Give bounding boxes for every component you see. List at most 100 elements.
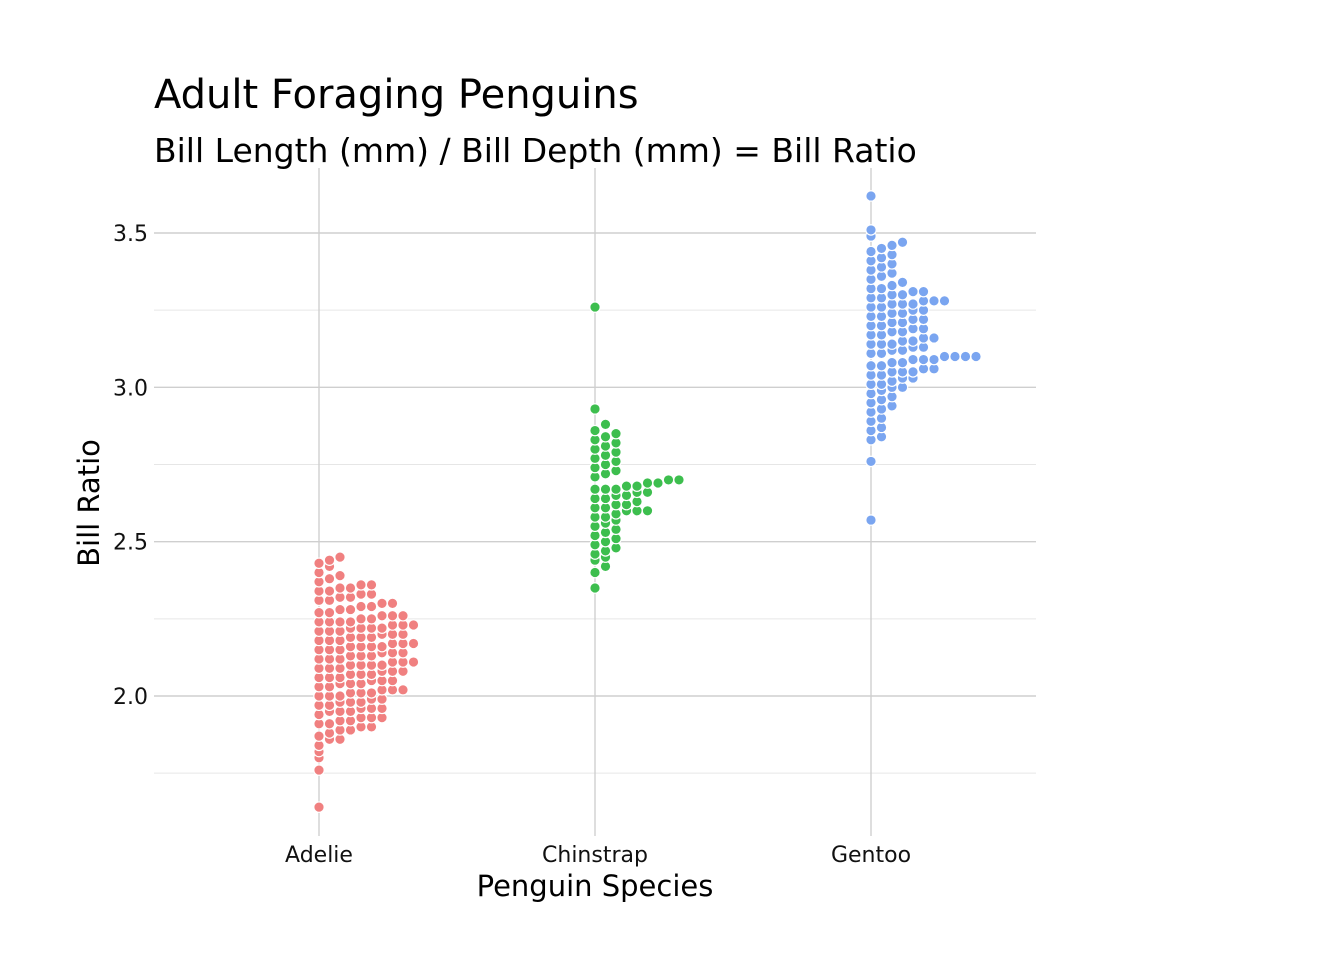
data-point-chinstrap bbox=[589, 582, 601, 594]
data-point-gentoo bbox=[875, 242, 888, 255]
data-point-adelie bbox=[344, 582, 357, 594]
y-tick-label: 2.5 bbox=[113, 531, 148, 556]
x-tick-label: Chinstrap bbox=[542, 843, 648, 868]
y-tick-label: 3.0 bbox=[113, 376, 148, 401]
data-point-gentoo bbox=[896, 276, 909, 289]
data-point-gentoo bbox=[896, 288, 909, 301]
data-point-gentoo bbox=[865, 224, 877, 236]
y-axis-ticks: 2.0 2.5 3.0 3.5 bbox=[113, 222, 148, 710]
data-point-gentoo bbox=[917, 285, 930, 298]
data-point-gentoo bbox=[949, 350, 961, 363]
data-point-chinstrap bbox=[641, 477, 654, 489]
data-point-chinstrap bbox=[589, 424, 601, 437]
data-point-chinstrap bbox=[599, 430, 612, 443]
data-point-adelie bbox=[386, 597, 399, 610]
data-point-gentoo bbox=[907, 335, 919, 347]
data-point-gentoo bbox=[865, 359, 877, 372]
data-point-gentoo bbox=[896, 236, 909, 249]
data-point-chinstrap bbox=[620, 480, 633, 492]
y-tick-label: 3.5 bbox=[113, 222, 148, 247]
data-point-chinstrap bbox=[599, 483, 612, 495]
data-point-adelie bbox=[323, 572, 336, 585]
x-tick-label: Gentoo bbox=[831, 843, 911, 868]
data-point-gentoo bbox=[907, 285, 919, 298]
data-point-gentoo bbox=[886, 239, 898, 252]
data-point-adelie bbox=[334, 551, 346, 563]
data-point-gentoo bbox=[896, 356, 909, 369]
data-point-gentoo bbox=[938, 350, 951, 363]
data-point-adelie bbox=[407, 637, 420, 650]
data-point-adelie bbox=[407, 656, 420, 668]
y-axis-title: Bill Ratio bbox=[72, 439, 106, 567]
data-point-adelie bbox=[323, 606, 336, 619]
data-point-adelie bbox=[313, 557, 325, 570]
y-tick-label: 2.0 bbox=[113, 685, 148, 710]
data-point-adelie bbox=[376, 640, 388, 653]
data-point-adelie bbox=[386, 609, 399, 622]
x-tick-label: Adelie bbox=[285, 843, 353, 868]
data-point-adelie bbox=[397, 684, 409, 696]
data-point-chinstrap bbox=[589, 301, 601, 313]
data-point-gentoo bbox=[865, 245, 877, 258]
data-point-adelie bbox=[365, 687, 378, 699]
data-point-gentoo bbox=[928, 332, 940, 344]
data-point-adelie bbox=[334, 603, 346, 616]
data-point-adelie bbox=[397, 609, 409, 622]
data-point-adelie bbox=[344, 603, 357, 616]
data-point-adelie bbox=[355, 579, 367, 591]
data-point-adelie bbox=[365, 579, 378, 591]
data-point-adelie bbox=[344, 616, 357, 628]
chart-title: Adult Foraging Penguins bbox=[154, 72, 639, 118]
data-point-adelie bbox=[334, 569, 346, 582]
data-point-adelie bbox=[323, 585, 336, 597]
data-point-adelie bbox=[355, 600, 367, 613]
data-point-adelie bbox=[323, 717, 336, 730]
data-point-chinstrap bbox=[652, 477, 664, 489]
data-point-chinstrap bbox=[599, 418, 612, 431]
data-point-adelie bbox=[313, 801, 325, 813]
data-point-adelie bbox=[355, 613, 367, 625]
data-point-adelie bbox=[376, 622, 388, 634]
data-point-adelie bbox=[365, 613, 378, 625]
chart-subtitle: Bill Length (mm) / Bill Depth (mm) = Bil… bbox=[154, 131, 917, 170]
data-point-gentoo bbox=[928, 353, 940, 366]
data-point-adelie bbox=[334, 582, 346, 594]
data-point-gentoo bbox=[907, 298, 919, 310]
data-point-chinstrap bbox=[641, 504, 654, 517]
data-point-adelie bbox=[365, 600, 378, 613]
data-point-gentoo bbox=[886, 356, 898, 369]
data-point-gentoo bbox=[875, 282, 888, 295]
data-point-chinstrap bbox=[589, 483, 601, 495]
data-point-chinstrap bbox=[610, 427, 622, 440]
data-point-gentoo bbox=[886, 338, 898, 350]
data-point-adelie bbox=[376, 597, 388, 610]
data-point-gentoo bbox=[970, 350, 982, 363]
x-axis-ticks: Adelie Chinstrap Gentoo bbox=[285, 843, 911, 868]
data-point-adelie bbox=[334, 690, 346, 702]
data-point-chinstrap bbox=[662, 474, 675, 486]
data-point-gentoo bbox=[886, 279, 898, 292]
data-point-gentoo bbox=[907, 353, 919, 366]
data-point-gentoo bbox=[865, 455, 877, 468]
data-point-gentoo bbox=[938, 295, 951, 307]
data-point-gentoo bbox=[959, 350, 972, 363]
data-point-adelie bbox=[313, 606, 325, 619]
data-point-adelie bbox=[376, 609, 388, 622]
data-point-gentoo bbox=[875, 359, 888, 372]
x-axis-title: Penguin Species bbox=[477, 869, 714, 903]
data-points bbox=[313, 190, 982, 813]
data-point-adelie bbox=[407, 619, 420, 631]
data-point-gentoo bbox=[907, 366, 919, 378]
data-point-gentoo bbox=[928, 295, 940, 307]
data-point-chinstrap bbox=[610, 483, 622, 495]
data-point-chinstrap bbox=[631, 480, 643, 492]
data-point-adelie bbox=[313, 764, 325, 776]
data-point-chinstrap bbox=[673, 474, 685, 486]
data-point-adelie bbox=[313, 730, 325, 742]
data-point-gentoo bbox=[865, 514, 877, 526]
data-point-chinstrap bbox=[589, 403, 601, 415]
data-point-gentoo bbox=[865, 190, 877, 202]
data-point-adelie bbox=[334, 616, 346, 628]
data-point-adelie bbox=[376, 659, 388, 671]
